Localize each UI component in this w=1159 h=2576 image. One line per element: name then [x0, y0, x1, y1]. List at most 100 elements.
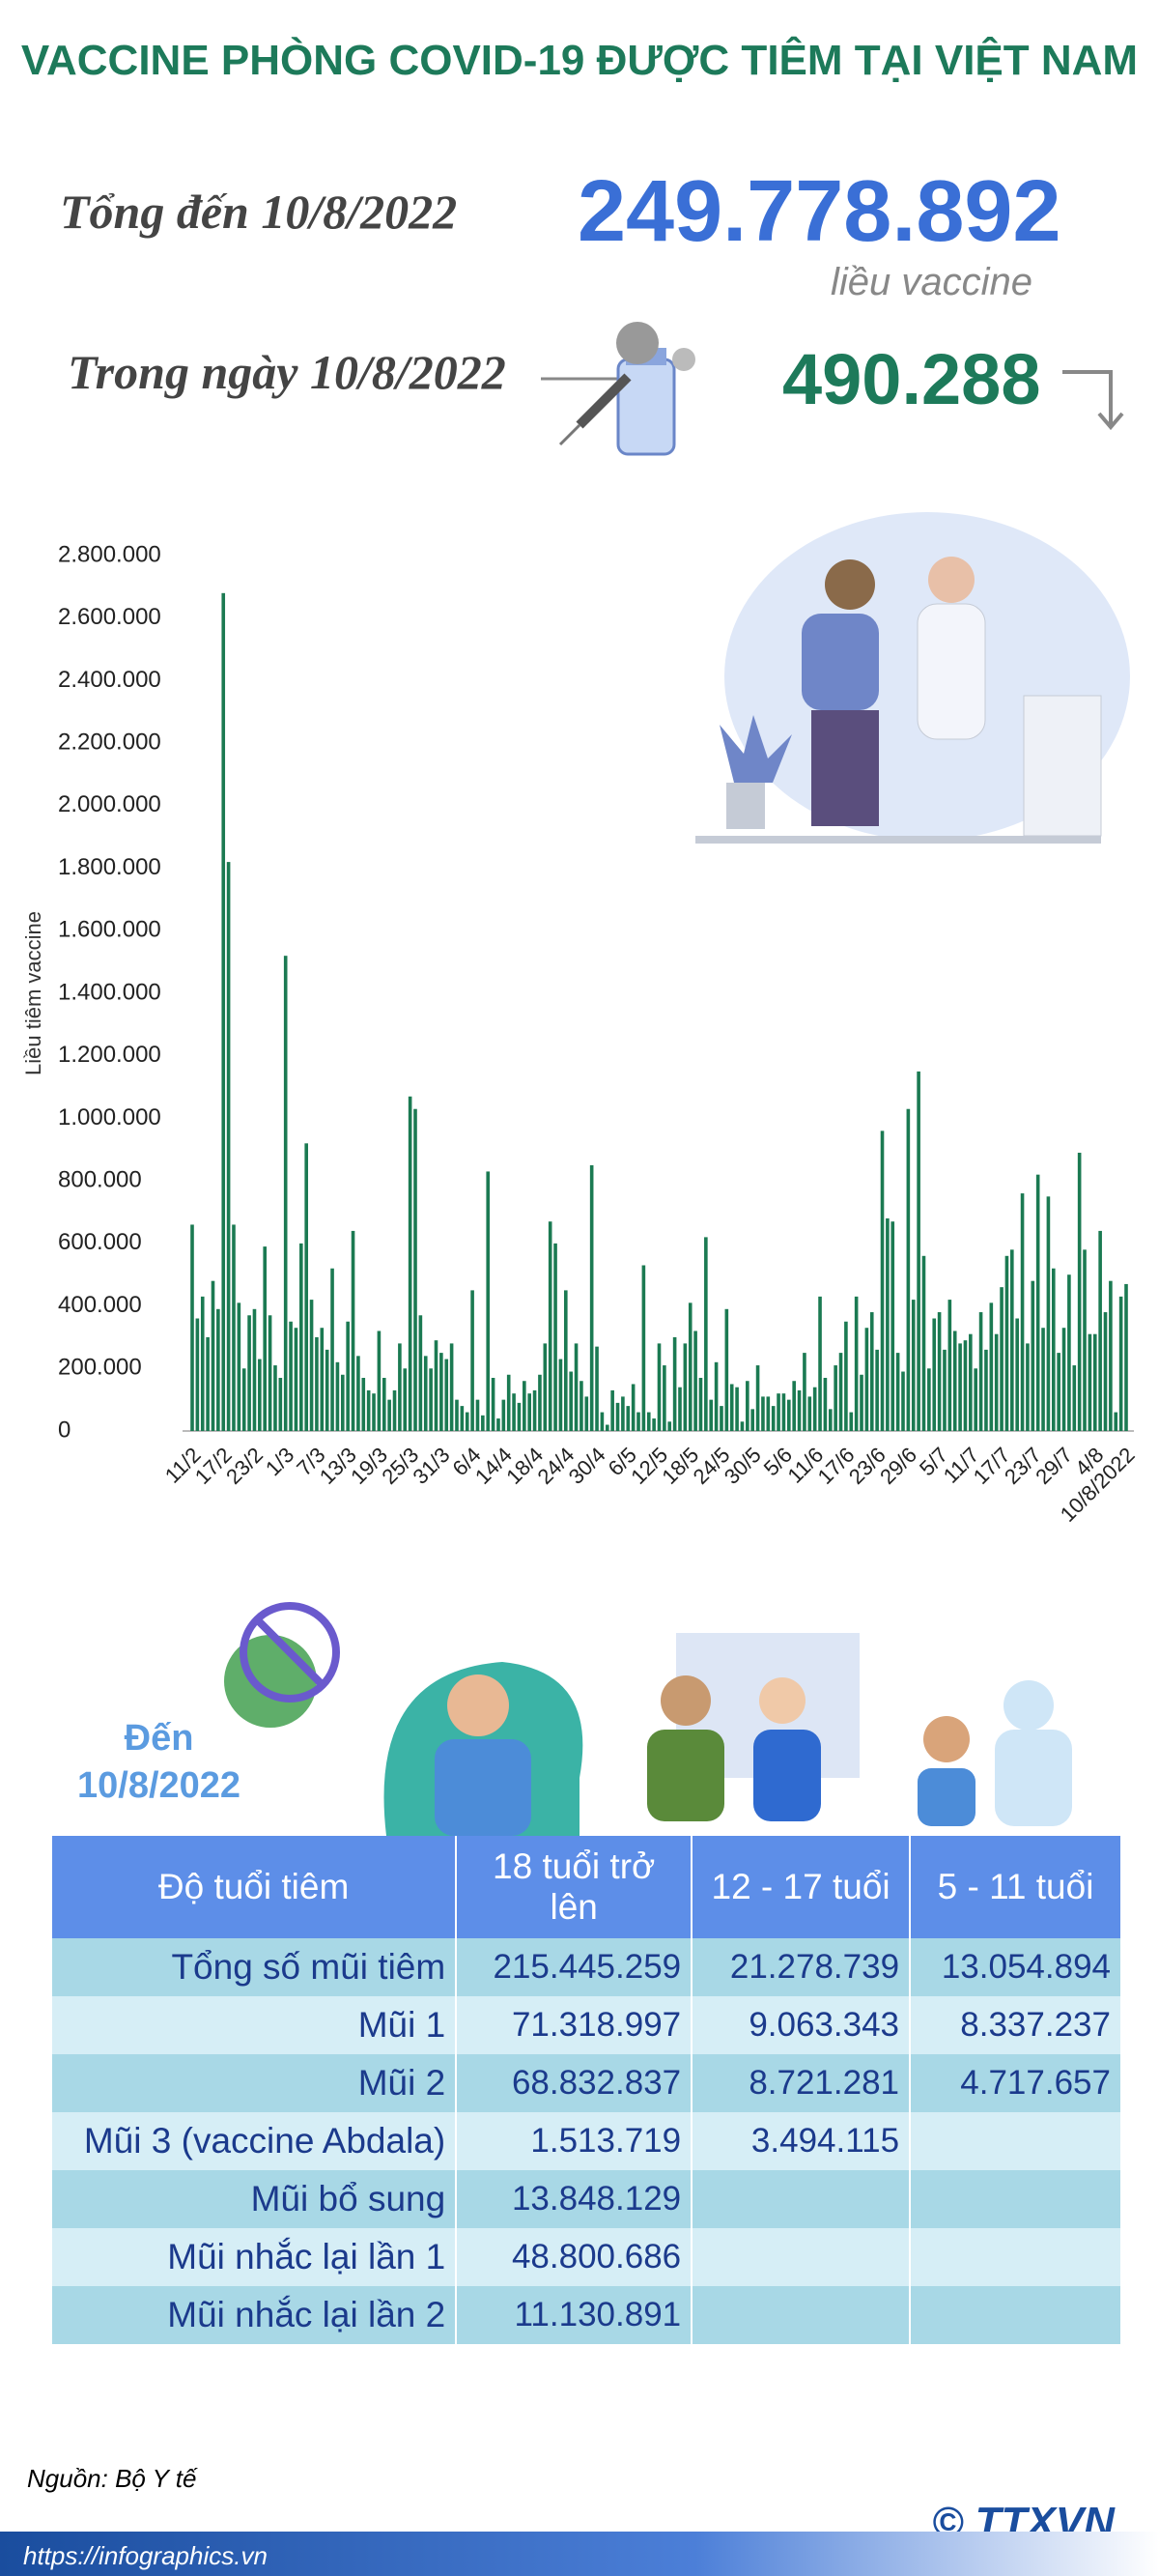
bar	[631, 1384, 636, 1431]
bar	[636, 1412, 640, 1431]
bar	[823, 1377, 828, 1431]
bar	[1124, 1283, 1128, 1431]
table-row: Mũi 1 71.318.997 9.063.343 8.337.237	[49, 1996, 1120, 2054]
bar	[241, 1368, 246, 1431]
bar	[704, 1237, 708, 1431]
bar	[351, 1230, 355, 1431]
bar	[838, 1353, 843, 1431]
bar	[387, 1399, 391, 1431]
bar	[392, 1389, 397, 1431]
bar	[921, 1255, 926, 1431]
bar	[512, 1393, 516, 1431]
bar	[506, 1374, 511, 1431]
bar	[382, 1377, 386, 1431]
bar	[1035, 1174, 1040, 1431]
value-cell: 48.800.686	[455, 2228, 693, 2286]
bar	[844, 1321, 848, 1431]
bar	[501, 1399, 506, 1431]
bar	[444, 1359, 449, 1431]
bar	[294, 1328, 298, 1431]
bar	[538, 1374, 542, 1431]
bar	[678, 1387, 682, 1431]
bar	[750, 1409, 754, 1431]
bar	[346, 1321, 350, 1431]
row-label: Tổng số mũi tiêm	[49, 1938, 457, 1996]
bar	[958, 1343, 962, 1431]
bar	[1092, 1333, 1097, 1431]
x-tick-label: 29/7	[1031, 1443, 1077, 1489]
bar	[818, 1296, 822, 1431]
bar	[963, 1340, 968, 1431]
day-label: Trong ngày 10/8/2022	[68, 345, 506, 399]
total-label: Tổng đến 10/8/2022	[60, 185, 458, 239]
table-body: Tổng số mũi tiêm 215.445.259 21.278.739 13.…	[49, 1938, 1120, 2344]
bar	[340, 1374, 345, 1431]
bar	[470, 1290, 474, 1431]
bar	[911, 1300, 916, 1431]
bar	[439, 1353, 443, 1431]
value-cell: 4.717.657	[909, 2054, 1120, 2112]
bar	[491, 1377, 495, 1431]
bar	[927, 1368, 931, 1431]
bar	[952, 1331, 957, 1431]
bar	[621, 1396, 625, 1431]
as-of-date: 10/8/2022	[77, 1765, 241, 1807]
bar	[1061, 1328, 1066, 1431]
bar	[299, 1243, 303, 1431]
bar	[372, 1393, 376, 1431]
bar	[1118, 1296, 1123, 1431]
header-row: Độ tuổi tiêm 18 tuổi trở lên 12 - 17 tuổi 5…	[49, 1836, 1120, 1938]
bar	[268, 1315, 272, 1431]
bar	[1015, 1318, 1019, 1431]
y-tick-label: 2.200.000	[58, 729, 161, 755]
bar	[584, 1396, 589, 1431]
bar	[672, 1336, 677, 1431]
bar	[564, 1290, 568, 1431]
bar	[969, 1333, 973, 1431]
bar	[1088, 1333, 1092, 1431]
bar	[200, 1296, 205, 1431]
bar	[781, 1393, 786, 1431]
bar	[408, 1096, 412, 1431]
header-cell: 5 - 11 tuổi	[909, 1836, 1120, 1938]
bar	[455, 1399, 459, 1431]
table-art	[224, 1602, 1072, 1836]
bar	[221, 592, 226, 1431]
bar	[486, 1171, 491, 1431]
header-art	[541, 322, 1124, 456]
bar	[803, 1353, 806, 1431]
table-row: Mũi nhắc lại lần 1 48.800.686	[49, 2228, 1120, 2286]
total-value: 249.778.892	[578, 163, 1061, 260]
y-tick-label: 200.000	[58, 1355, 142, 1381]
table: Độ tuổi tiêm 18 tuổi trở lên 12 - 17 tuổi 5…	[49, 1836, 1120, 2344]
bar	[761, 1396, 765, 1431]
bar	[263, 1246, 268, 1431]
y-axis-label: Liều tiêm vaccine	[21, 911, 45, 1075]
empty-cell	[909, 2228, 1120, 2286]
y-tick-label: 400.000	[58, 1292, 142, 1318]
bar	[605, 1424, 609, 1431]
bar	[252, 1308, 257, 1431]
source: Nguồn: Bộ Y tế	[27, 2464, 197, 2493]
row-label: Mũi 2	[49, 2054, 457, 2112]
bar	[330, 1268, 334, 1431]
bar	[886, 1217, 890, 1431]
table-row: Mũi nhắc lại lần 2 11.130.891	[49, 2286, 1120, 2344]
bar	[890, 1221, 895, 1431]
bar	[237, 1302, 241, 1431]
header-cell: 12 - 17 tuổi	[691, 1836, 911, 1938]
bar	[974, 1368, 978, 1431]
bar	[978, 1312, 983, 1431]
bar	[413, 1108, 417, 1431]
bar	[766, 1396, 771, 1431]
bar	[320, 1328, 325, 1431]
bar	[724, 1308, 729, 1431]
bar	[206, 1336, 210, 1431]
bar	[994, 1333, 999, 1431]
bar	[709, 1399, 714, 1431]
bar	[429, 1368, 433, 1431]
bar	[496, 1418, 500, 1431]
y-tick-label: 600.000	[58, 1229, 142, 1255]
bar	[735, 1387, 739, 1431]
